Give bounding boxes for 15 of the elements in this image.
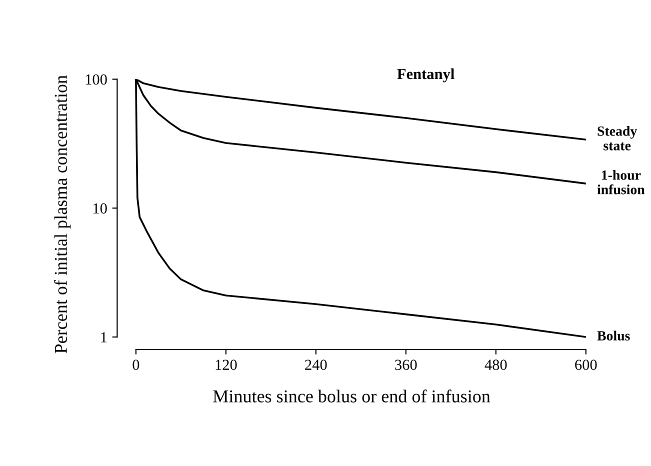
series-label: 1-hour infusion (597, 170, 645, 194)
y-tick-label: 1 (101, 332, 107, 342)
y-axis-title: Percent of initial plasma concentration (54, 75, 71, 354)
x-tick-label: 0 (132, 360, 140, 370)
x-tick-label: 600 (575, 360, 597, 370)
x-axis-title: Minutes since bolus or end of infusion (213, 390, 490, 402)
series-label: Steady state (598, 126, 638, 150)
x-tick-label: 360 (395, 360, 417, 370)
chart-title: Fentanyl (397, 68, 454, 82)
y-tick-label: 10 (94, 203, 107, 214)
x-tick-label: 120 (216, 360, 237, 370)
x-tick-label: 240 (305, 360, 327, 370)
x-tick-label: 480 (484, 360, 507, 370)
y-tick-label: 100 (86, 74, 107, 85)
series-label: Bolus (597, 330, 630, 341)
